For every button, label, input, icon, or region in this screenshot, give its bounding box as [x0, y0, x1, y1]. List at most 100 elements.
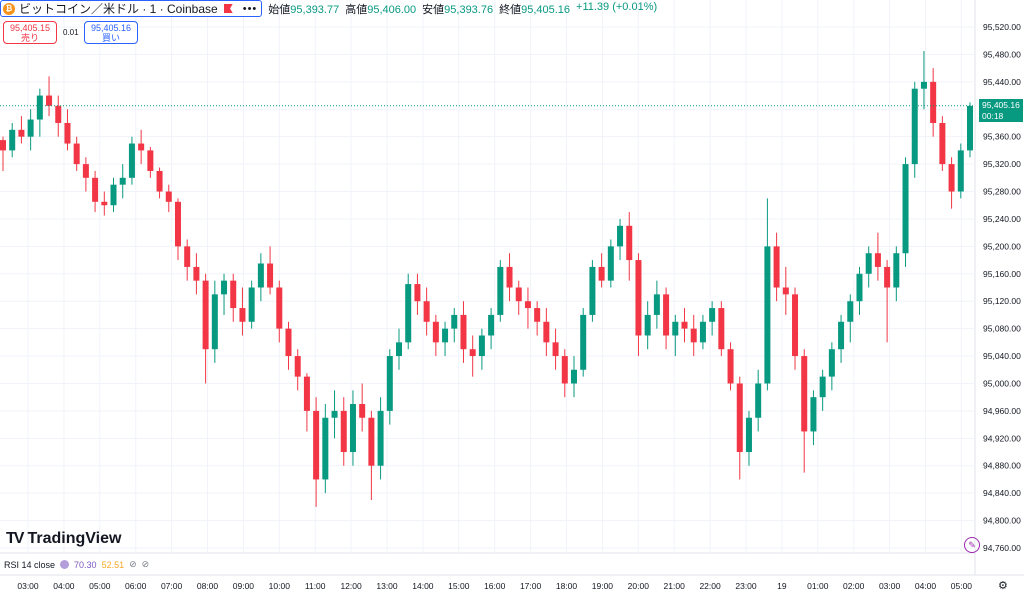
candle-body — [36, 95, 43, 120]
candle-body — [911, 88, 918, 165]
candle-body — [635, 260, 642, 336]
x-tick-label: 18:00 — [556, 581, 578, 591]
hide-icon-2[interactable]: ⊘ — [141, 559, 150, 569]
candle-body — [497, 266, 504, 315]
x-tick-label: 23:00 — [735, 581, 757, 591]
candle-body — [368, 417, 375, 466]
x-tick-label: 04:00 — [53, 581, 75, 591]
x-tick-label: 19:00 — [592, 581, 614, 591]
candle-body — [543, 321, 550, 343]
settings-icon[interactable]: ⚙ — [998, 580, 1008, 592]
candle-body — [957, 150, 964, 192]
y-tick-label: 95,120.00 — [983, 296, 1021, 306]
candle-body — [672, 321, 679, 336]
candle-body — [184, 246, 191, 267]
candle-body — [782, 287, 789, 295]
candle-body — [626, 225, 633, 261]
candle-body — [653, 294, 660, 315]
candle-body — [920, 81, 927, 89]
candle-body — [736, 383, 743, 453]
ohlc-values: 始値95,393.77 高値95,406.00 安値95,393.76 終値95… — [268, 1, 657, 17]
buy-button[interactable]: 95,405.16 買い — [84, 21, 138, 44]
candle-body — [967, 105, 973, 151]
rsi-value-1: 70.30 — [74, 559, 97, 570]
candle-body — [285, 328, 292, 357]
y-tick-label: 94,880.00 — [983, 461, 1021, 471]
candle-body — [396, 342, 403, 357]
more-icon[interactable]: ••• — [242, 2, 258, 15]
high-value: 95,406.00 — [367, 3, 417, 16]
y-tick-label: 94,760.00 — [983, 543, 1021, 553]
high-label: 高値 — [345, 3, 368, 16]
candle-body — [9, 129, 16, 151]
x-tick-label: 12:00 — [340, 581, 362, 591]
change-value: +11.39 (+0.01%) — [576, 0, 658, 13]
candle-body — [405, 284, 412, 343]
candle-body — [681, 321, 688, 329]
x-tick-label: 16:00 — [484, 581, 506, 591]
low-label: 安値 — [422, 3, 445, 16]
x-tick-label: 21:00 — [664, 581, 686, 591]
candle-body — [552, 342, 559, 357]
candle-body — [792, 294, 799, 357]
x-tick-label: 22:00 — [699, 581, 721, 591]
candle-body — [709, 308, 716, 322]
x-tick-label: 05:00 — [951, 581, 973, 591]
chart-header: ₿ ビットコイン／米ドル · 1 · Coinbase ••• 始値95,393… — [0, 0, 657, 17]
magic-wand-icon[interactable]: ✎ — [964, 537, 980, 553]
x-tick-label: 14:00 — [412, 581, 434, 591]
y-tick-label: 95,520.00 — [983, 22, 1021, 32]
candle-body — [506, 266, 513, 288]
x-tick-label: 02:00 — [843, 581, 865, 591]
candle-body — [589, 266, 596, 315]
candle-body — [488, 314, 495, 336]
candle-body — [902, 164, 909, 254]
candle-body — [202, 280, 209, 350]
candle-body — [755, 383, 762, 418]
candle-body — [128, 143, 135, 178]
candle-body — [239, 308, 246, 322]
candle-body — [27, 119, 34, 137]
candle-body — [331, 410, 338, 418]
candle-body — [856, 273, 863, 302]
candle-body — [18, 129, 25, 137]
x-tick-label: 04:00 — [915, 581, 937, 591]
rsi-label[interactable]: RSI 14 close — [4, 559, 56, 570]
candle-body — [801, 356, 808, 432]
candle-body — [82, 164, 89, 178]
candle-body — [64, 122, 71, 144]
candle-body — [276, 287, 283, 329]
symbol-title: ビットコイン／米ドル · 1 · Coinbase — [19, 2, 218, 16]
candle-body — [432, 321, 439, 343]
tradingview-logo[interactable]: TV TradingView — [6, 530, 121, 548]
candle-body — [119, 177, 126, 185]
flag-icon[interactable] — [223, 4, 233, 13]
candle-body — [442, 328, 449, 343]
candle-body — [110, 184, 117, 206]
x-tick-label: 03:00 — [17, 581, 39, 591]
candle-body — [570, 369, 577, 384]
sell-button[interactable]: 95,405.15 売り — [3, 21, 57, 44]
hide-icon[interactable]: ⊘ — [129, 559, 137, 569]
countdown-value: 00:18 — [982, 111, 1004, 121]
candle-body — [617, 225, 624, 247]
candle-body — [451, 314, 458, 329]
y-tick-label: 94,840.00 — [983, 488, 1021, 498]
open-label: 始値 — [268, 3, 291, 16]
candle-body — [524, 301, 531, 309]
y-tick-label: 95,480.00 — [983, 49, 1021, 59]
x-tick-label: 17:00 — [520, 581, 542, 591]
rsi-color-icon — [60, 560, 70, 569]
candle-body — [598, 266, 605, 281]
x-tick-label: 13:00 — [376, 581, 398, 591]
x-tick-label: 19 — [777, 581, 787, 591]
y-tick-label: 95,440.00 — [983, 77, 1021, 87]
candle-body — [221, 280, 228, 295]
symbol-selector[interactable]: ₿ ビットコイン／米ドル · 1 · Coinbase ••• — [0, 0, 263, 17]
candle-body — [718, 308, 725, 350]
candle-body — [663, 294, 670, 336]
candle-body — [211, 294, 218, 350]
buy-label: 買い — [101, 33, 120, 43]
x-tick-label: 08:00 — [197, 581, 219, 591]
